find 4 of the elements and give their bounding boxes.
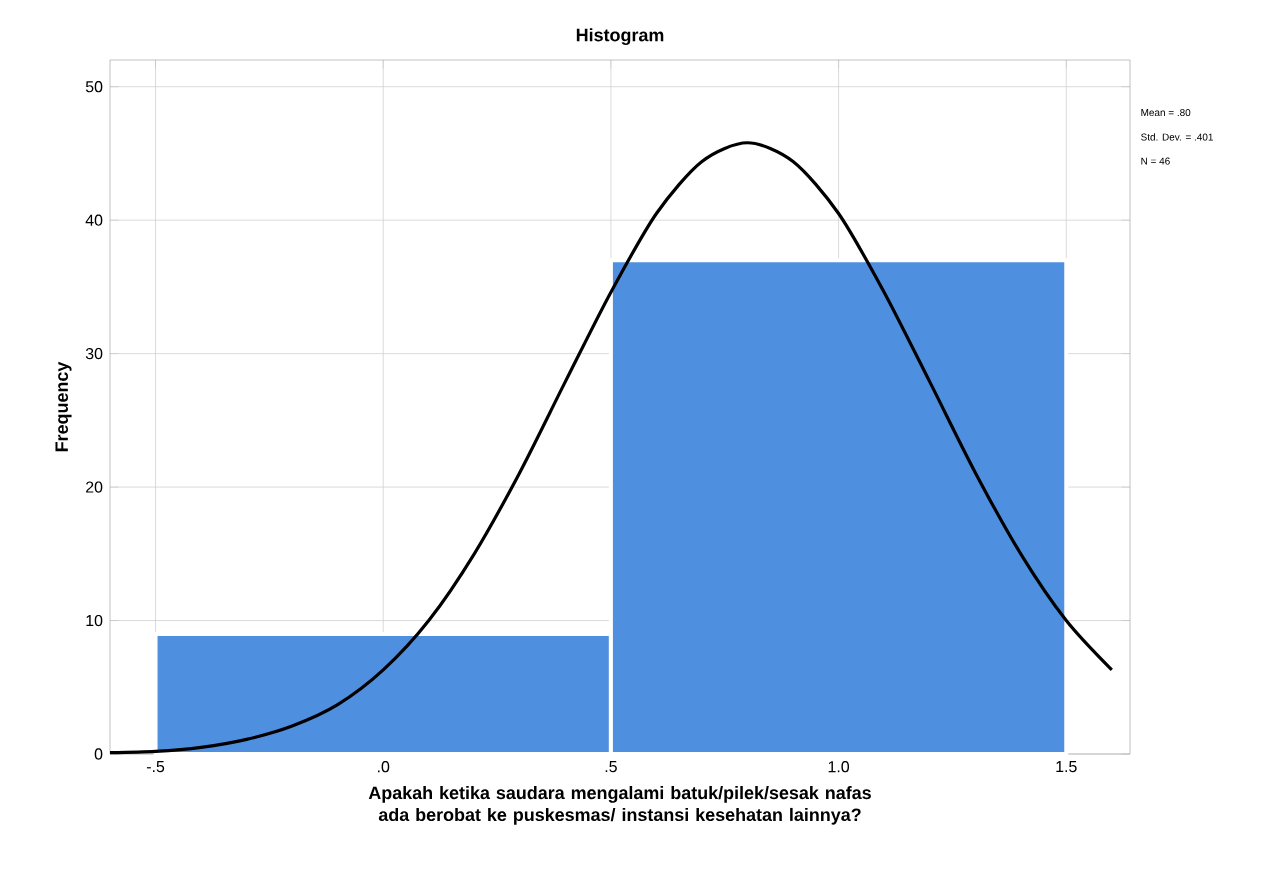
chart-title: Histogram <box>576 28 664 46</box>
line-series <box>108 141 1114 755</box>
y-axis-title: Frequency <box>55 361 72 452</box>
x-axis-title: Apakah ketika saudara mengalami batuk/pilek/sesak nafas ada berobat ke puskesmas/ instansi kesehatan lainnya? <box>368 786 871 825</box>
